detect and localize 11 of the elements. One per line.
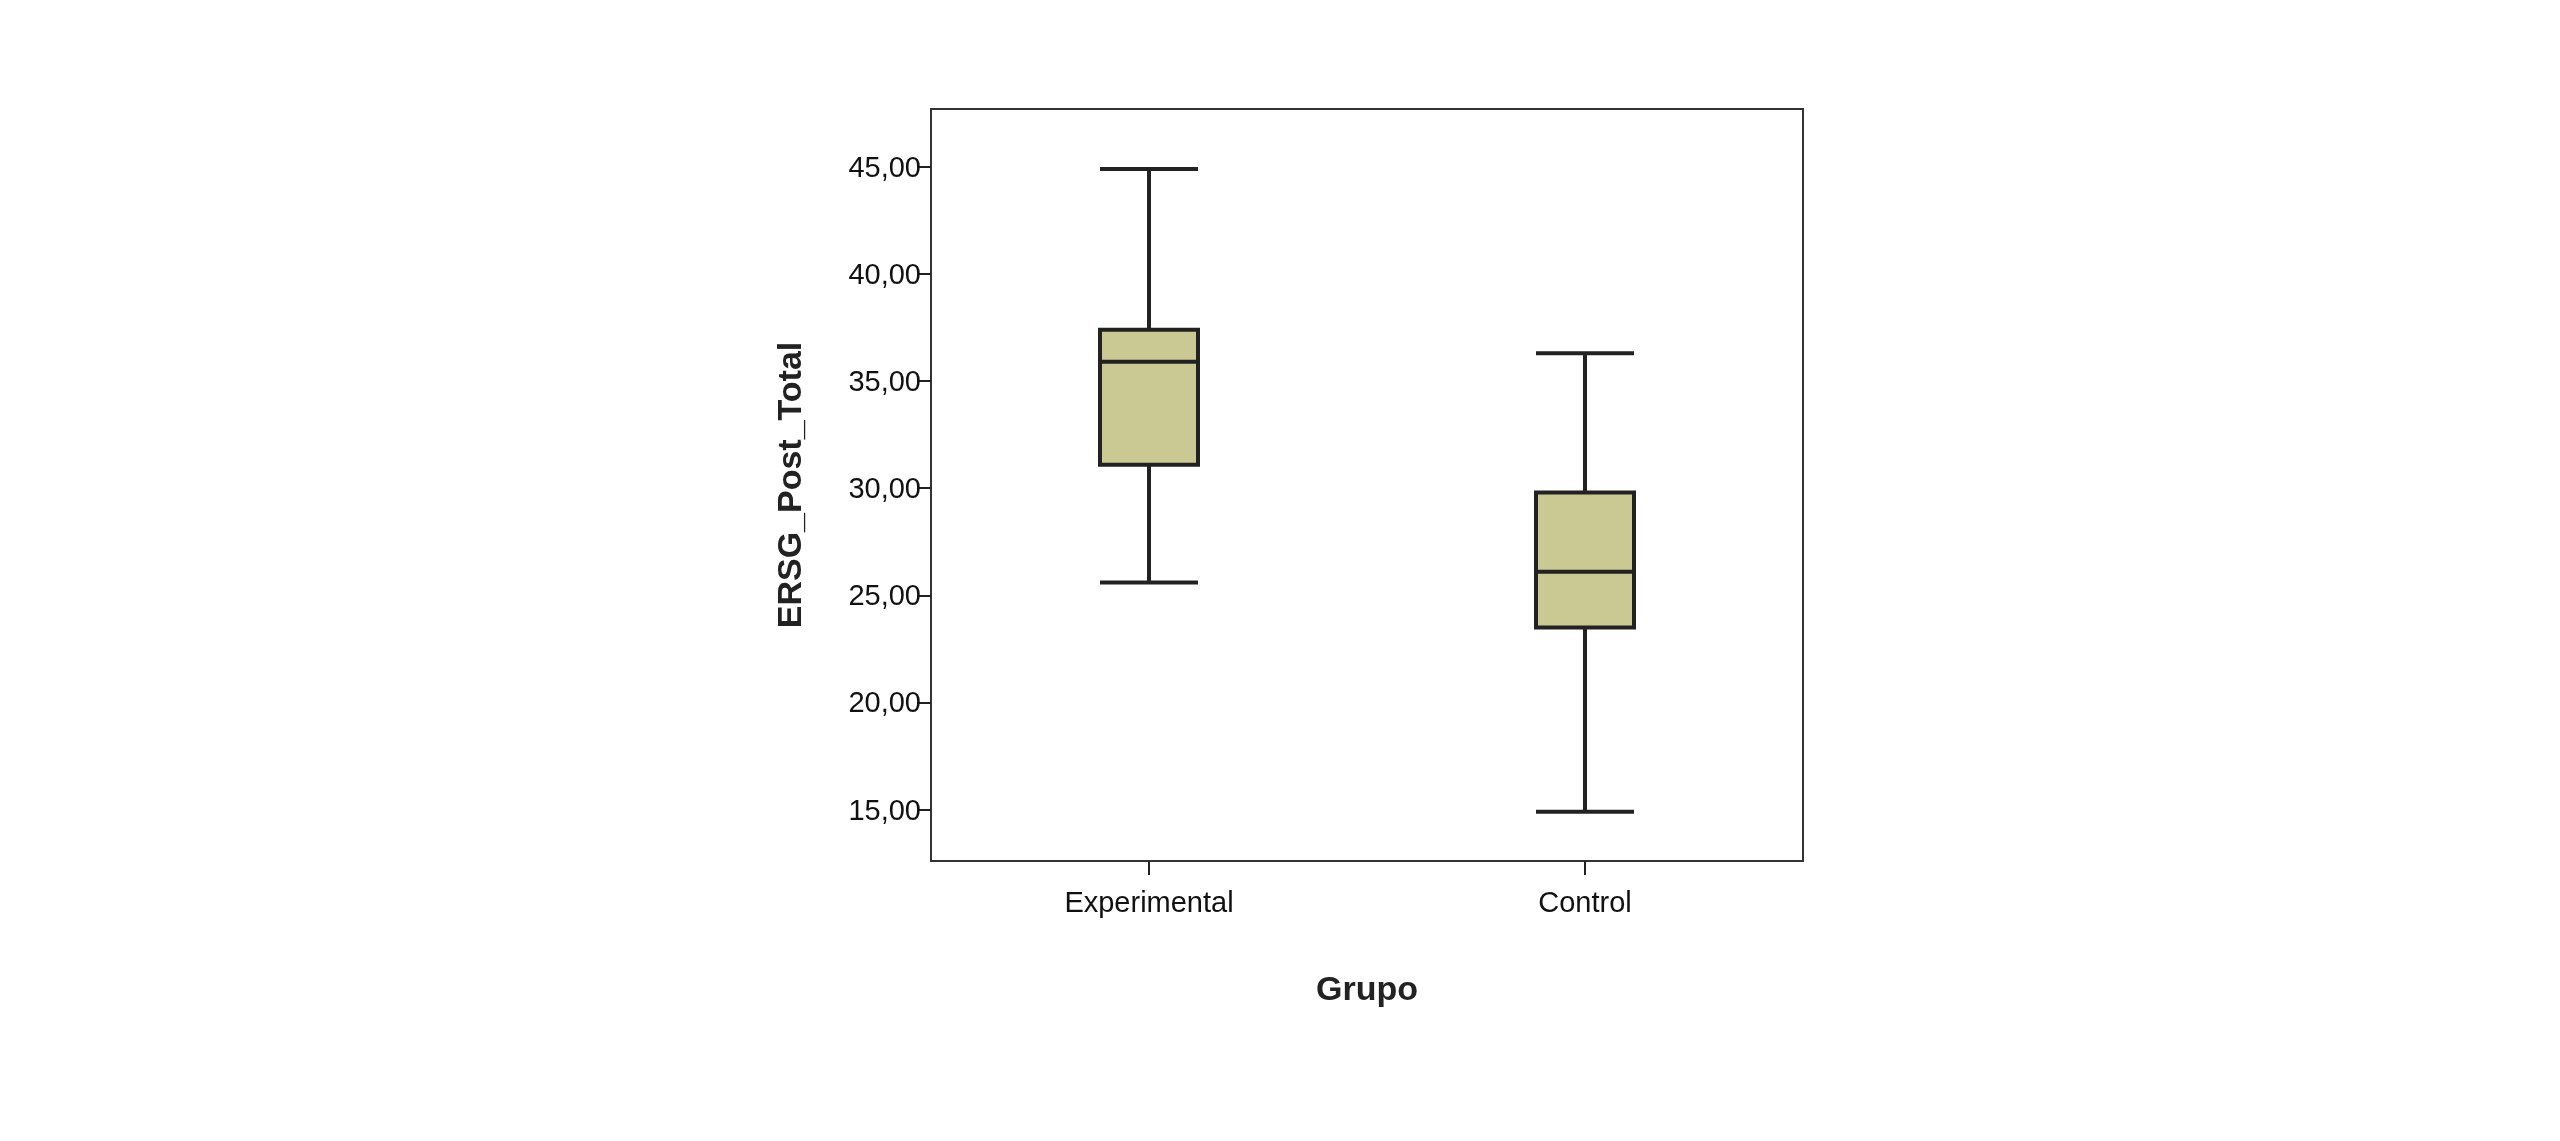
y-tick-label: 25,00 bbox=[848, 579, 921, 612]
y-tick-label: 40,00 bbox=[848, 257, 921, 290]
y-tick-label: 15,00 bbox=[848, 793, 921, 826]
y-tick-label: 35,00 bbox=[848, 365, 921, 398]
y-axis-title: ERSG_Post_Total bbox=[770, 341, 808, 629]
x-axis-title: Grupo bbox=[1316, 969, 1418, 1007]
x-tick-label: Control bbox=[1538, 885, 1632, 918]
y-tick-label: 30,00 bbox=[848, 472, 921, 505]
y-tick-label: 20,00 bbox=[848, 686, 921, 719]
x-tick-label: Experimental bbox=[1064, 885, 1234, 918]
y-tick-label: 45,00 bbox=[848, 150, 921, 183]
